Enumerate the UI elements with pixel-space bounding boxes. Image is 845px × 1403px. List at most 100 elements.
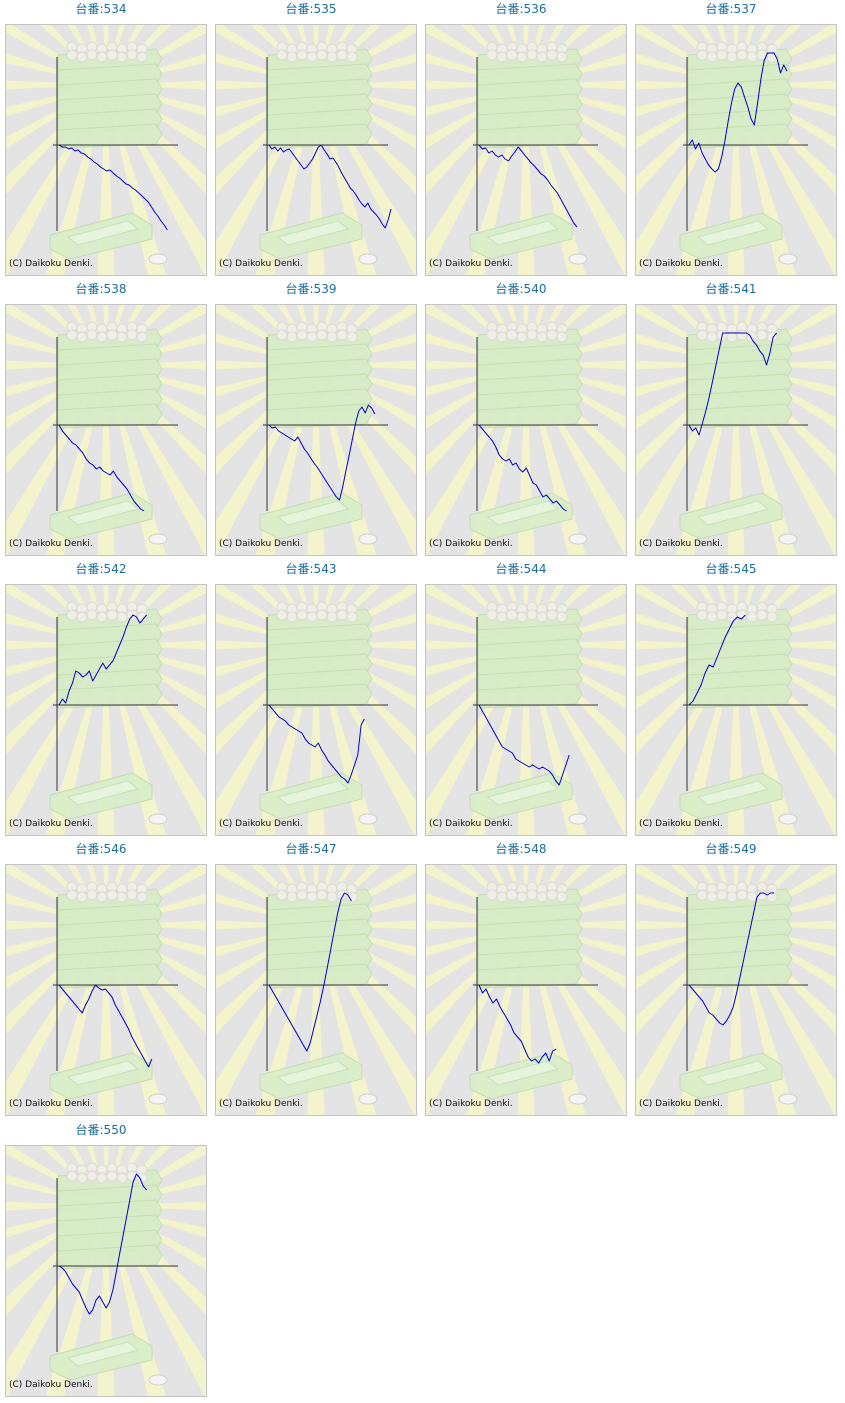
copyright-text: (C) Daikoku Denki. [639,1099,723,1109]
chart-frame: (C) Daikoku Denki. [635,584,837,836]
background-balls [696,881,778,903]
copyright-text: (C) Daikoku Denki. [429,539,513,549]
chart-title[interactable]: 台番:537 [705,2,757,16]
chart-frame: (C) Daikoku Denki. [425,864,627,1116]
series-line [688,332,777,436]
chart-svg: (C) Daikoku Denki. [216,585,416,835]
chart-frame: (C) Daikoku Denki. [5,864,207,1116]
chart-title[interactable]: 台番:536 [495,2,547,16]
background-trays [477,608,583,709]
copyright-text: (C) Daikoku Denki. [429,819,513,829]
chart-frame: (C) Daikoku Denki. [5,1145,207,1397]
series-line [58,144,168,231]
chart-title[interactable]: 台番:546 [75,842,127,856]
chart-title[interactable]: 台番:544 [495,562,547,576]
chart-title[interactable]: 台番:543 [285,562,337,576]
background-trays [267,608,373,709]
chart-frame: (C) Daikoku Denki. [5,24,207,276]
copyright-text: (C) Daikoku Denki. [9,1380,93,1390]
background-bottom-tray-inner [276,500,350,526]
background-bottom-tray-inner [66,500,140,526]
series-line [478,424,567,512]
background-bottom-tray-inner [486,500,560,526]
background-trays [477,328,583,429]
background-balls [486,881,568,903]
chart-svg: (C) Daikoku Denki. [6,25,206,275]
chart-svg: (C) Daikoku Denki. [216,25,416,275]
chart-title[interactable]: 台番:538 [75,282,127,296]
chart-title[interactable]: 台番:540 [495,282,547,296]
background-bottom-tray-inner [696,500,770,526]
background-balls [66,881,148,903]
chart-cell: 台番:534 (C) Daikoku Denki. [0,0,210,276]
chart-cell: 台番:537 (C) Daikoku Denki. [630,0,840,276]
chart-cell: 台番:538 (C) Daikoku Denki. [0,280,210,556]
series-line [58,614,147,706]
background-bottom-tray-inner [486,220,560,246]
chart-svg: (C) Daikoku Denki. [6,305,206,555]
background-balls [276,321,358,343]
background-cup [358,533,378,545]
background-balls [66,1162,148,1184]
chart-cell: 台番:545 (C) Daikoku Denki. [630,560,840,836]
chart-frame: (C) Daikoku Denki. [635,864,837,1116]
chart-frame: (C) Daikoku Denki. [425,304,627,556]
background-bottom-tray-inner [276,1060,350,1086]
background-cup [568,253,588,265]
chart-title[interactable]: 台番:549 [705,842,757,856]
copyright-text: (C) Daikoku Denki. [9,259,93,269]
background-balls [66,601,148,623]
background-cup [148,813,168,825]
chart-frame: (C) Daikoku Denki. [425,584,627,836]
background-trays [687,608,793,709]
background-cup [568,1093,588,1105]
chart-title[interactable]: 台番:542 [75,562,127,576]
background-bottom-tray-inner [66,1060,140,1086]
chart-svg: (C) Daikoku Denki. [216,305,416,555]
background-cup [148,253,168,265]
series-line [478,144,578,228]
background-bottom-tray-inner [276,220,350,246]
chart-svg: (C) Daikoku Denki. [6,865,206,1115]
series-line [268,704,365,784]
copyright-text: (C) Daikoku Denki. [429,259,513,269]
chart-title[interactable]: 台番:545 [705,562,757,576]
chart-title[interactable]: 台番:534 [75,2,127,16]
copyright-text: (C) Daikoku Denki. [219,259,303,269]
chart-frame: (C) Daikoku Denki. [425,24,627,276]
chart-cell: 台番:550 (C) Daikoku Denki. [0,1121,210,1397]
chart-title[interactable]: 台番:541 [705,282,757,296]
chart-title[interactable]: 台番:547 [285,842,337,856]
chart-cell: 台番:544 (C) Daikoku Denki. [420,560,630,836]
background-trays [57,48,163,149]
background-balls [66,41,148,63]
chart-svg: (C) Daikoku Denki. [6,1146,206,1396]
chart-cell: 台番:548 (C) Daikoku Denki. [420,840,630,1116]
background-balls [486,321,568,343]
background-trays [57,328,163,429]
chart-frame: (C) Daikoku Denki. [635,304,837,556]
chart-title[interactable]: 台番:550 [75,1123,127,1137]
copyright-text: (C) Daikoku Denki. [219,1099,303,1109]
background-bottom-tray-inner [696,780,770,806]
background-cup [778,813,798,825]
copyright-text: (C) Daikoku Denki. [219,819,303,829]
background-trays [477,888,583,989]
background-balls [276,601,358,623]
chart-cell: 台番:549 (C) Daikoku Denki. [630,840,840,1116]
chart-title[interactable]: 台番:539 [285,282,337,296]
chart-title[interactable]: 台番:548 [495,842,547,856]
series-line [688,614,746,706]
chart-svg: (C) Daikoku Denki. [426,585,626,835]
series-line [58,984,153,1068]
chart-frame: (C) Daikoku Denki. [215,24,417,276]
chart-svg: (C) Daikoku Denki. [426,305,626,555]
background-bottom-tray-inner [696,220,770,246]
background-cup [778,253,798,265]
background-cup [148,533,168,545]
background-balls [276,881,358,903]
chart-cell: 台番:546 (C) Daikoku Denki. [0,840,210,1116]
chart-title[interactable]: 台番:535 [285,2,337,16]
chart-svg: (C) Daikoku Denki. [216,865,416,1115]
series-line [268,144,392,229]
